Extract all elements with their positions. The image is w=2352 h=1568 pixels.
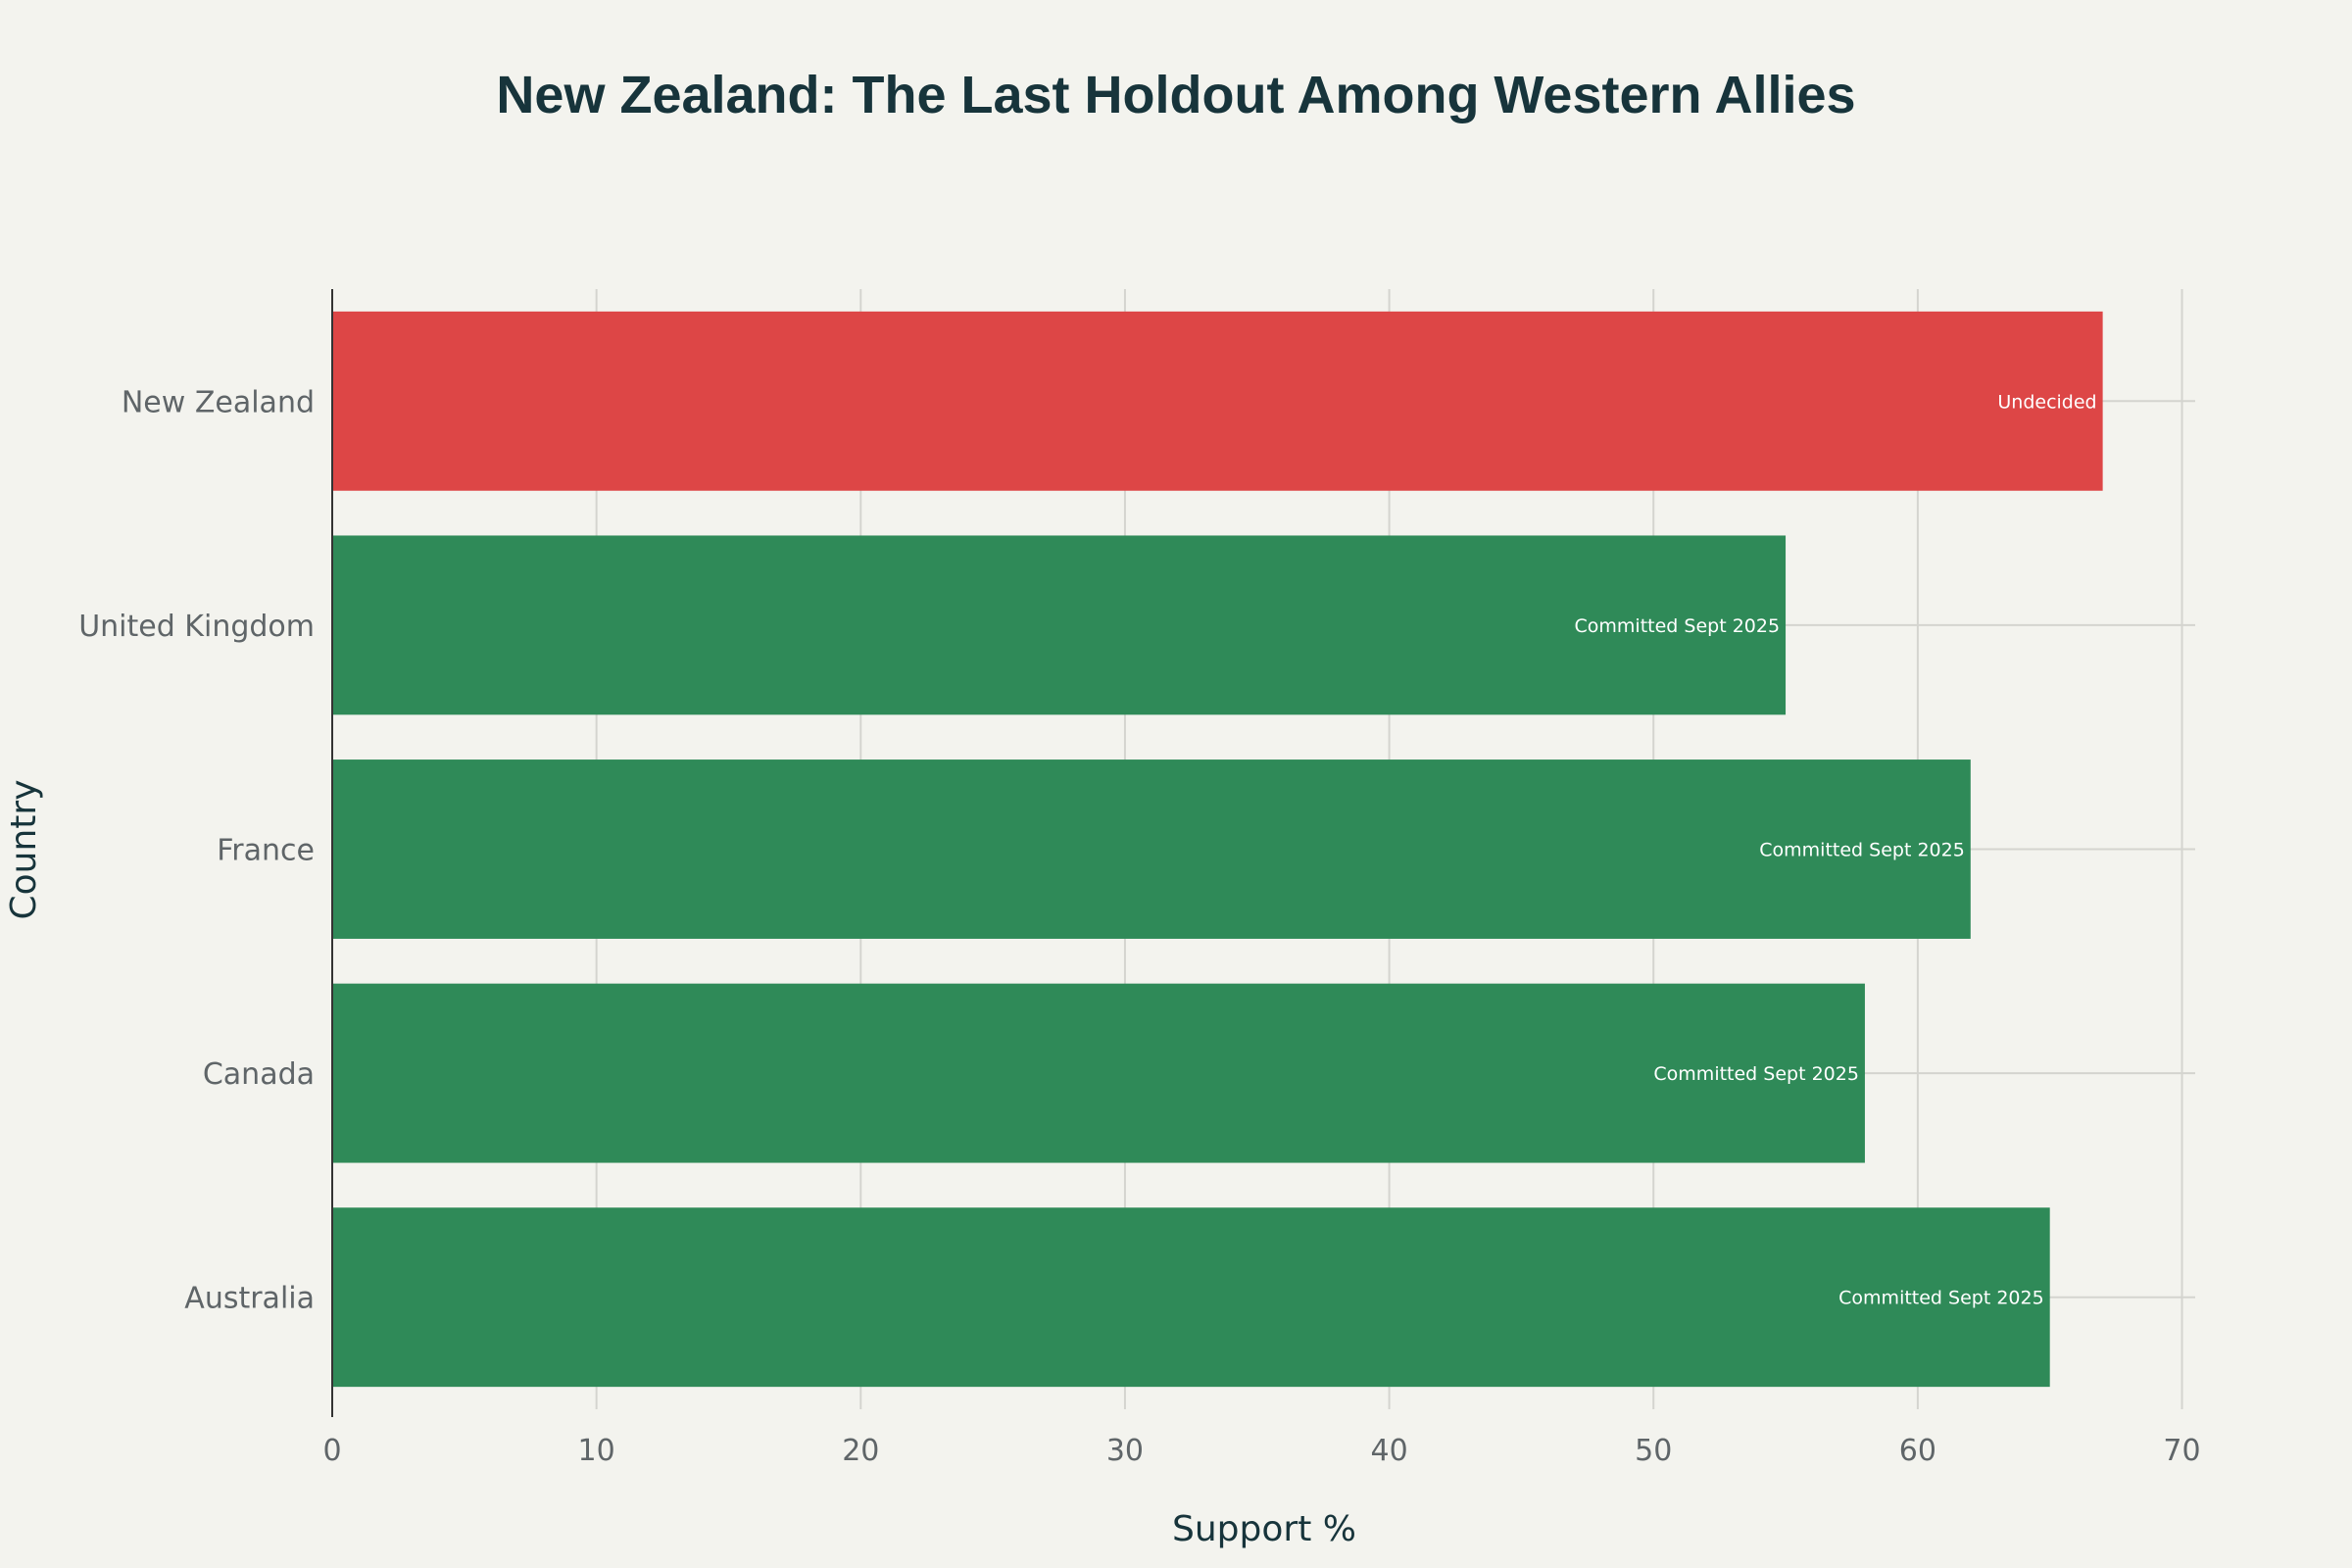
y-tick-label: New Zealand	[122, 385, 315, 419]
y-axis-title: Country	[4, 779, 44, 919]
bar-united-kingdom	[332, 535, 1787, 715]
x-tick-label: 10	[578, 1434, 615, 1468]
x-tick-label: 20	[842, 1434, 879, 1468]
y-tick-label: Canada	[203, 1057, 315, 1092]
x-tick-label: 30	[1106, 1434, 1144, 1468]
bar-canada	[332, 983, 1865, 1163]
bar-data-label: Committed Sept 2025	[1759, 840, 1965, 861]
x-tick-label: 70	[2163, 1434, 2200, 1468]
bar-data-label: Committed Sept 2025	[1838, 1288, 2044, 1309]
chart-title: New Zealand: The Last Holdout Among West…	[496, 66, 1855, 124]
bar-france	[332, 760, 1971, 939]
y-tick-label: France	[217, 834, 315, 868]
x-tick-label: 60	[1899, 1434, 1936, 1468]
y-tick-label: Australia	[184, 1282, 315, 1316]
bar-data-label: Undecided	[1997, 391, 2096, 413]
bar-labels: Undecided Committed Sept 2025 Committed Se…	[1575, 391, 2097, 1308]
bar-new-zealand	[332, 311, 2103, 491]
bars	[332, 311, 2103, 1388]
x-tick-label: 0	[322, 1434, 341, 1468]
x-tick-label: 40	[1370, 1434, 1407, 1468]
bar-data-label: Committed Sept 2025	[1575, 615, 1781, 637]
x-tick-label: 50	[1635, 1434, 1672, 1468]
bar-data-label: Committed Sept 2025	[1653, 1063, 1859, 1085]
tick-labels: 0 10 20 30 40 50 60 70 New Zealand United Kingdom…	[78, 385, 2200, 1468]
x-axis-title: Support %	[1172, 1509, 1356, 1549]
y-tick-label: United Kingdom	[78, 610, 315, 644]
bar-australia	[332, 1207, 2050, 1388]
